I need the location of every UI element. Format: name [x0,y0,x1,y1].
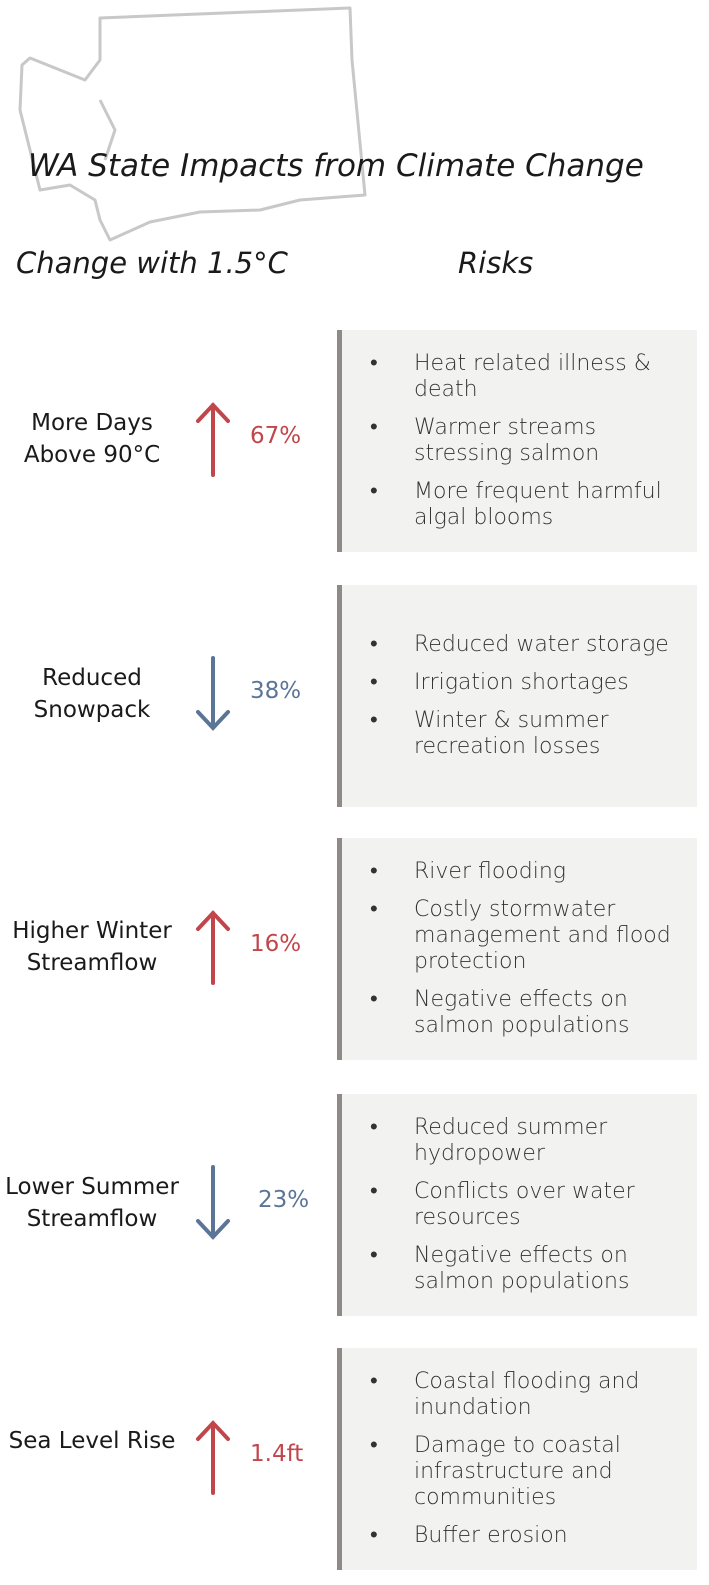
risk-item: • Heat related illness & death [342,351,694,403]
change-value: 1.4ft [250,1441,304,1467]
bullet: • [370,1243,378,1268]
bullet: • [370,670,378,695]
risk-box: • River flooding • Costly stormwater manage… [337,838,697,1060]
risk-item: • Coastal flooding and inundation [342,1369,694,1421]
arrow-path [196,910,230,985]
change-value: 38% [250,678,302,704]
bullet: • [370,859,378,884]
bullet: • [370,1369,378,1394]
state-outline [18,6,367,242]
risk-item: • River flooding [342,859,694,885]
arrow [196,910,230,985]
bullet: • [370,708,378,733]
risk-text: Coastal flooding and inundation [414,1369,640,1420]
row-label: Sea Level Rise [8,1428,176,1454]
risk-item: • More frequent harmful algal blooms [342,479,694,531]
risk-text: Reduced water storage [414,632,669,657]
risk-item: • Negative effects on salmon populations [342,1243,694,1295]
risk-text: Conflicts over water resources [414,1179,635,1230]
arrow-path [196,1420,230,1495]
row-label: Higher Winter Streamflow [12,918,172,976]
risk-text: Buffer erosion [414,1523,568,1548]
risk-box: • Reduced water storage • Irrigation shorta… [337,585,697,807]
risk-text: Warmer streams stressing salmon [414,415,600,466]
bullet: • [370,415,378,440]
risk-item: • Winter & summer recreation losses [342,708,694,760]
arrow [196,1420,230,1495]
risk-text: Reduced summer hydropower [414,1115,608,1166]
bullet: • [370,897,378,922]
risk-text: Damage to coastal infrastructure and com… [414,1433,621,1510]
risk-item: • Damage to coastal infrastructure and co… [342,1433,694,1511]
outline-path [18,6,367,242]
bullet: • [370,351,378,376]
change-value: 16% [250,931,302,957]
risk-box: • Reduced summer hydropower • Conflicts ove… [337,1094,697,1316]
risk-item: • Reduced water storage [342,632,694,658]
row-label: More Days Above 90°C [23,410,161,468]
risk-text: Winter & summer recreation losses [414,708,609,759]
risk-item: • Irrigation shortages [342,670,694,696]
column-header: Risks [458,246,534,280]
risk-text: River flooding [414,859,566,884]
risk-item: • Costly stormwater management and flood … [342,897,694,975]
risk-item: • Buffer erosion [342,1523,694,1549]
title: WA State Impacts from Climate Change [28,148,644,184]
row-label: Reduced Snowpack [33,665,151,723]
arrow-path [196,1165,230,1240]
bullet: • [370,1115,378,1140]
risk-item: • Conflicts over water resources [342,1179,694,1231]
arrow [196,1165,230,1240]
bullet: • [370,479,378,504]
risk-text: Heat related illness & death [414,351,651,402]
risk-text: Negative effects on salmon populations [414,987,630,1038]
risk-box: • Coastal flooding and inundation • Damage … [337,1348,697,1570]
risk-box: • Heat related illness & death • Warmer str… [337,330,697,552]
change-value: 23% [258,1187,310,1213]
bullet: • [370,1433,378,1458]
risk-item: • Negative effects on salmon populations [342,987,694,1039]
bullet: • [370,632,378,657]
column-header: Change with 1.5°C [16,246,288,280]
arrow [196,402,230,477]
arrow [196,656,230,731]
arrow-path [196,402,230,477]
risk-text: More frequent harmful algal blooms [414,479,662,530]
row-label: Lower Summer Streamflow [5,1174,179,1232]
arrow-path [196,656,230,731]
risk-text: Irrigation shortages [414,670,629,695]
risk-text: Costly stormwater management and flood p… [414,897,671,974]
bullet: • [370,1179,378,1204]
bullet: • [370,1523,378,1548]
risk-item: • Reduced summer hydropower [342,1115,694,1167]
change-value: 67% [250,423,302,449]
bullet: • [370,987,378,1012]
risk-item: • Warmer streams stressing salmon [342,415,694,467]
risk-text: Negative effects on salmon populations [414,1243,630,1294]
